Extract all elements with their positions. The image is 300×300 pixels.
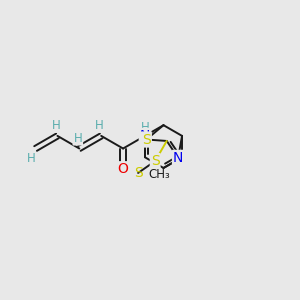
Text: S: S (142, 133, 151, 146)
Text: N: N (173, 151, 183, 165)
Text: H: H (74, 132, 82, 145)
Text: H: H (52, 119, 60, 132)
Text: S: S (151, 154, 160, 168)
Text: H: H (141, 121, 149, 134)
Text: H: H (27, 152, 35, 165)
Text: N: N (140, 129, 150, 143)
Text: S: S (134, 166, 142, 180)
Text: H: H (95, 119, 104, 132)
Text: CH₃: CH₃ (148, 168, 170, 181)
Text: O: O (118, 162, 128, 176)
